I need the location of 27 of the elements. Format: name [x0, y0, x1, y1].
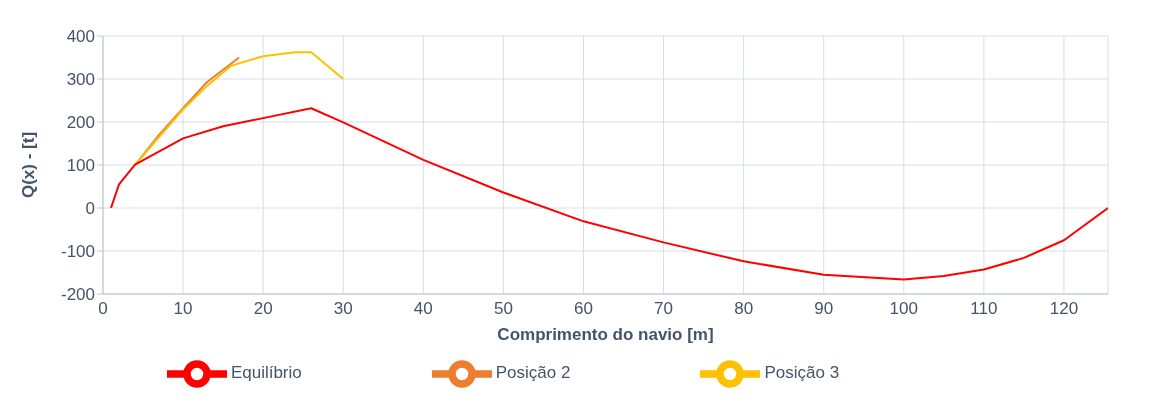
- x-tick-label: 90: [814, 299, 834, 319]
- x-tick-label: 120: [1049, 299, 1079, 319]
- line-series: [134, 51, 345, 166]
- x-tick-label: 40: [413, 299, 433, 319]
- y-tick-label: 0: [85, 199, 95, 219]
- legend-label: Equilíbrio: [230, 363, 302, 383]
- y-tick-label: -100: [60, 242, 95, 262]
- y-axis-title: Q(x) - [t]: [19, 131, 39, 199]
- x-tick-label: 100: [889, 299, 918, 319]
- y-tick-label: 400: [66, 27, 95, 47]
- line-series: [110, 107, 1108, 281]
- y-tick-label: 100: [66, 156, 95, 176]
- y-tick-label: -200: [60, 285, 95, 305]
- y-tick-label: 300: [66, 70, 95, 90]
- x-tick-label: 110: [970, 299, 998, 319]
- x-tick-label: 10: [173, 299, 193, 319]
- legend-label: Posição 2: [495, 363, 571, 383]
- x-tick-label: 20: [253, 299, 273, 319]
- x-tick-label: 70: [654, 299, 674, 319]
- x-tick-label: 80: [734, 299, 754, 319]
- x-tick-label: 30: [333, 299, 353, 319]
- x-axis-title: Comprimento do navio [m]: [497, 325, 714, 344]
- y-tick-label: 200: [66, 113, 95, 133]
- x-tick-label: 50: [493, 299, 513, 319]
- x-tick-label: 0: [98, 299, 108, 319]
- x-tick-label: 60: [574, 299, 593, 319]
- legend-label: Posição 3: [764, 363, 840, 383]
